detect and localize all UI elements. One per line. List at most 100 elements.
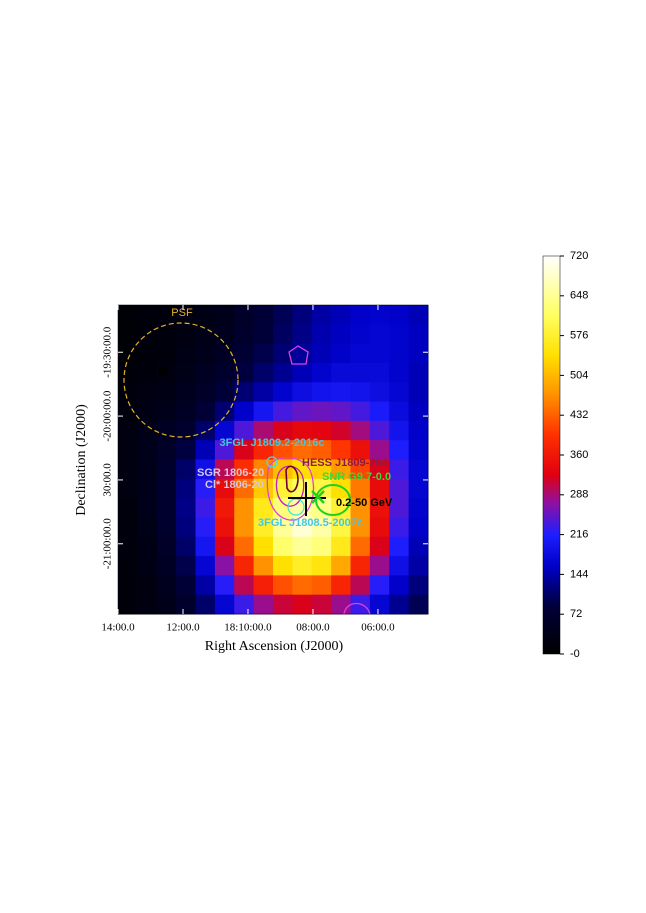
heatmap-cell (311, 305, 332, 325)
heatmap-cell (253, 594, 274, 615)
heatmap-cell (118, 575, 138, 596)
heatmap-cell (389, 575, 410, 596)
heatmap-cell (195, 401, 216, 422)
heatmap-cell (408, 305, 429, 325)
heatmap-cell (292, 362, 313, 383)
heatmap-cell (234, 305, 255, 325)
heatmap-cell (137, 343, 158, 364)
heatmap-cell (176, 324, 196, 345)
heatmap-cell (292, 305, 313, 325)
heatmap-cell (253, 556, 274, 576)
heatmap-cell (156, 343, 177, 364)
heatmap-cell (369, 362, 390, 383)
heatmap-cell (408, 382, 429, 403)
heatmap-cell (156, 536, 177, 557)
colorbar-tick-label: -0 (570, 648, 580, 660)
heatmap-cell (369, 401, 390, 422)
heatmap-cell (137, 382, 158, 403)
x-tick-label: 06:00.0 (361, 622, 395, 634)
heatmap-cell (176, 440, 196, 460)
heatmap-cell (156, 478, 177, 499)
heatmap-cell (253, 420, 274, 441)
heatmap-cell (195, 362, 216, 383)
heatmap-cell (156, 556, 177, 576)
heatmap-cell (331, 420, 351, 441)
heatmap-cell (234, 536, 255, 557)
heatmap-cell (214, 382, 235, 403)
heatmap-cell (311, 343, 332, 364)
plot-frame (117, 304, 429, 615)
heatmap-cell (253, 459, 274, 480)
annotation: PSF (171, 307, 193, 319)
colorbar-tick-label: 648 (570, 290, 588, 302)
heatmap-cell (195, 517, 216, 538)
heatmap-cell (408, 420, 429, 441)
heatmap-cell (350, 536, 371, 557)
heatmap-cell (195, 459, 216, 480)
contour (285, 465, 299, 493)
heatmap-cell (234, 556, 255, 576)
heatmap-cell (176, 305, 196, 325)
heatmap-cell (195, 305, 216, 325)
heatmap-cell (214, 440, 235, 460)
heatmap-cell (408, 517, 429, 538)
heatmap-cell (214, 575, 235, 596)
heatmap-cell (408, 556, 429, 576)
heatmap-cell (273, 382, 293, 403)
heatmap-cell (176, 459, 196, 480)
heatmap-cell (350, 478, 371, 499)
heatmap-cell (350, 420, 371, 441)
heatmap-cell (118, 401, 138, 422)
heatmap-cell (292, 536, 313, 557)
heatmap-cell (331, 382, 351, 403)
heatmap-cell (156, 498, 177, 518)
heatmap-cell (408, 498, 429, 518)
heatmap-cell (369, 498, 390, 518)
heatmap-cell (176, 498, 196, 518)
heatmap-cell (311, 362, 332, 383)
heatmap-cell (118, 382, 138, 403)
heatmap-cell (292, 401, 313, 422)
heatmap-cell (195, 343, 216, 364)
heatmap-cell (273, 362, 293, 383)
heatmap-cell (214, 478, 235, 499)
heatmap-cell (369, 343, 390, 364)
heatmap-cell (369, 517, 390, 538)
heatmap-cell (234, 498, 255, 518)
annotation: SGR 1806-20 (197, 467, 264, 479)
heatmap-cell (311, 594, 332, 615)
heatmap-cell (156, 517, 177, 538)
heatmap-cell (389, 594, 410, 615)
heatmap-cell (292, 440, 313, 460)
heatmap-cell (234, 343, 255, 364)
heatmap-cell (311, 459, 332, 480)
heatmap-cell (369, 478, 390, 499)
heatmap-cell (408, 401, 429, 422)
heatmap-cell (311, 556, 332, 576)
heatmap-cell (350, 440, 371, 460)
colorbar-tick-label: 432 (570, 409, 588, 421)
heatmap-cell (369, 536, 390, 557)
heatmap-cell (369, 324, 390, 345)
heatmap-cell (350, 305, 371, 325)
heatmap-cell (408, 440, 429, 460)
heatmap-cell (156, 440, 177, 460)
heatmap-cell (273, 517, 293, 538)
heatmap-cell (214, 556, 235, 576)
contour (266, 457, 315, 521)
heatmap-cell (234, 517, 255, 538)
heatmap-cell (176, 517, 196, 538)
heatmap-cell (214, 498, 235, 518)
heatmap-cell (253, 517, 274, 538)
heatmap-cell (389, 343, 410, 364)
heatmap-cell (195, 498, 216, 518)
heatmap-cell (311, 401, 332, 422)
heatmap-cell (118, 459, 138, 480)
colorbar-tick-label: 720 (570, 250, 588, 262)
heatmap-cell (273, 594, 293, 615)
heatmap-cell (137, 517, 158, 538)
heatmap-cell (331, 343, 351, 364)
heatmap-cell (234, 478, 255, 499)
y-tick-label: -21:00:00.0 (102, 518, 114, 570)
heatmap-cell (176, 382, 196, 403)
